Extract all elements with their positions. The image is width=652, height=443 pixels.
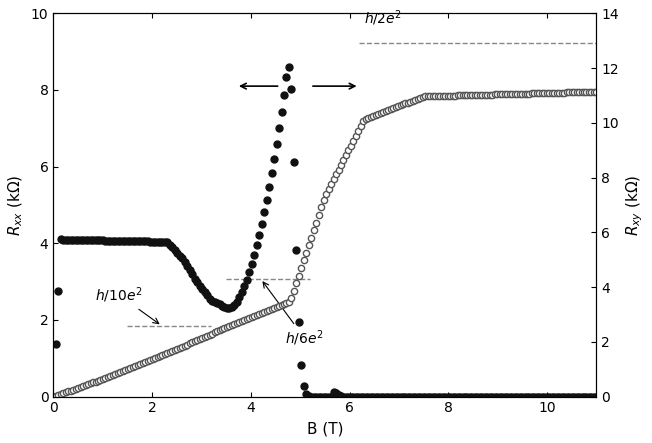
Text: $h/2e^2$: $h/2e^2$ (364, 8, 402, 28)
Text: $h/10e^2$: $h/10e^2$ (95, 285, 158, 324)
Y-axis label: $R_{xy}$ (k$\Omega$): $R_{xy}$ (k$\Omega$) (625, 174, 645, 236)
Y-axis label: $R_{xx}$ (k$\Omega$): $R_{xx}$ (k$\Omega$) (7, 174, 25, 236)
X-axis label: B (T): B (T) (306, 421, 343, 436)
Text: $h/6e^2$: $h/6e^2$ (263, 282, 324, 348)
